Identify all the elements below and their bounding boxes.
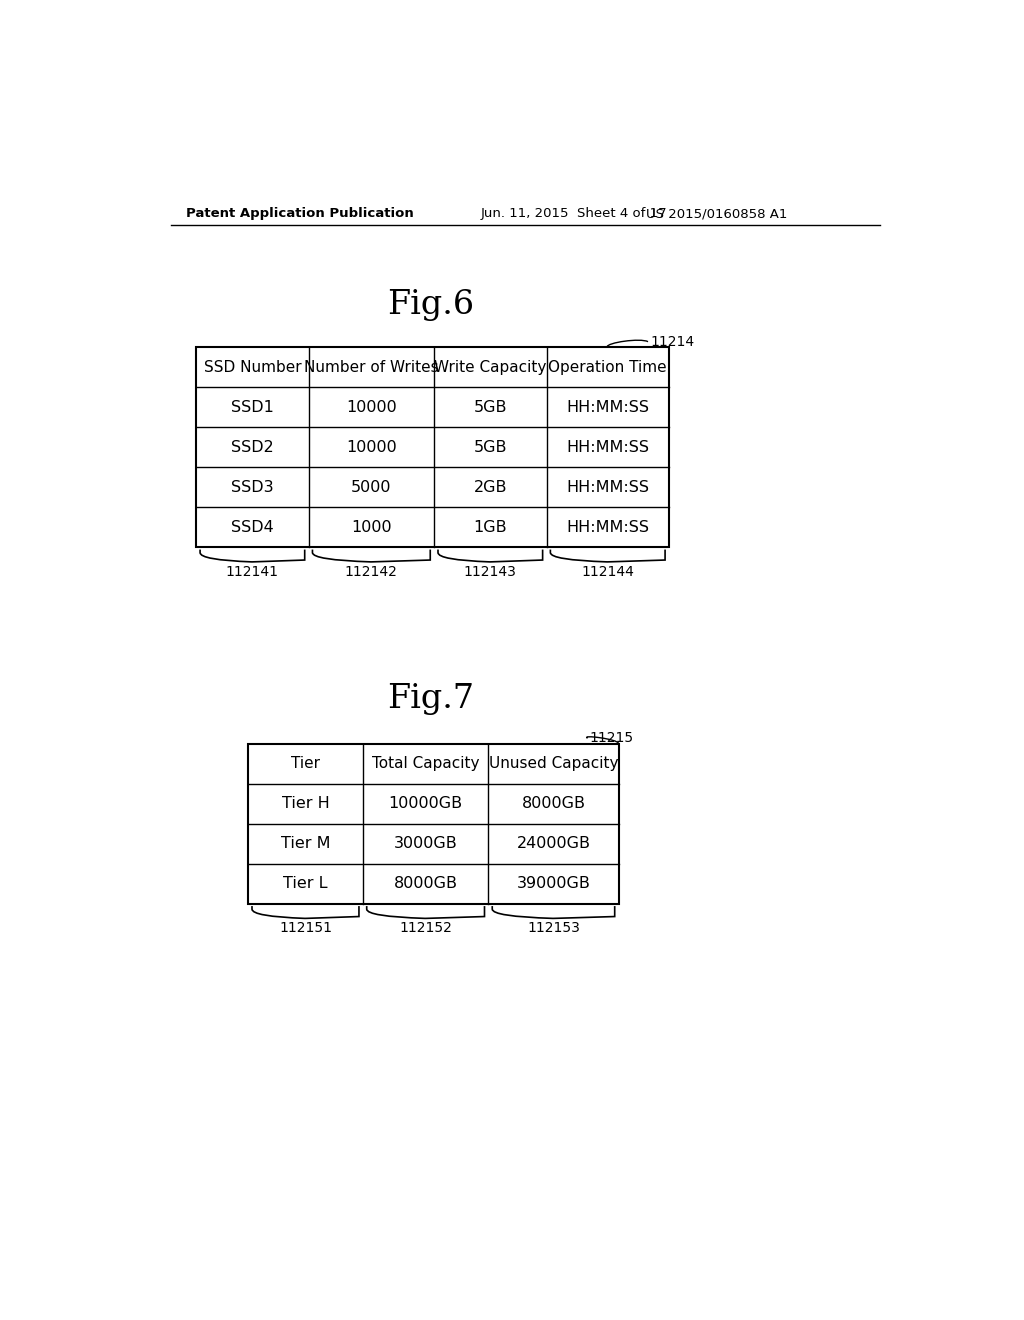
Text: 112151: 112151 <box>279 921 332 936</box>
Text: Jun. 11, 2015  Sheet 4 of 17: Jun. 11, 2015 Sheet 4 of 17 <box>480 207 668 220</box>
Bar <box>248 743 618 904</box>
Text: Number of Writes: Number of Writes <box>304 359 438 375</box>
Text: 8000GB: 8000GB <box>393 876 458 891</box>
Text: 112143: 112143 <box>464 565 517 579</box>
Text: SSD Number: SSD Number <box>204 359 301 375</box>
Text: 11214: 11214 <box>650 335 694 348</box>
Text: 112144: 112144 <box>582 565 634 579</box>
Text: SSD3: SSD3 <box>231 479 273 495</box>
Text: Tier M: Tier M <box>281 836 330 851</box>
Text: Unused Capacity: Unused Capacity <box>488 756 618 771</box>
Text: 5GB: 5GB <box>473 440 507 454</box>
Text: 112153: 112153 <box>527 921 580 936</box>
Text: Write Capacity: Write Capacity <box>434 359 547 375</box>
Text: 10000GB: 10000GB <box>388 796 463 812</box>
Text: 5GB: 5GB <box>473 400 507 414</box>
Text: 8000GB: 8000GB <box>521 796 586 812</box>
Text: HH:MM:SS: HH:MM:SS <box>566 479 649 495</box>
Text: 11215: 11215 <box>590 731 634 746</box>
Text: SSD1: SSD1 <box>231 400 273 414</box>
Text: Patent Application Publication: Patent Application Publication <box>186 207 414 220</box>
Text: SSD4: SSD4 <box>231 520 273 535</box>
Text: Tier L: Tier L <box>284 876 328 891</box>
Text: HH:MM:SS: HH:MM:SS <box>566 520 649 535</box>
Text: 112141: 112141 <box>226 565 279 579</box>
Text: Fig.7: Fig.7 <box>387 682 474 715</box>
Text: 112152: 112152 <box>399 921 452 936</box>
Text: 39000GB: 39000GB <box>516 876 591 891</box>
Text: Operation Time: Operation Time <box>549 359 667 375</box>
Text: 3000GB: 3000GB <box>393 836 458 851</box>
Bar <box>197 347 669 548</box>
Text: Fig.6: Fig.6 <box>387 289 474 321</box>
Text: SSD2: SSD2 <box>231 440 273 454</box>
Text: 10000: 10000 <box>346 440 396 454</box>
Text: HH:MM:SS: HH:MM:SS <box>566 440 649 454</box>
Text: 5000: 5000 <box>351 479 391 495</box>
Text: 1000: 1000 <box>351 520 391 535</box>
Text: HH:MM:SS: HH:MM:SS <box>566 400 649 414</box>
Text: US 2015/0160858 A1: US 2015/0160858 A1 <box>646 207 787 220</box>
Text: Tier H: Tier H <box>282 796 330 812</box>
Text: Total Capacity: Total Capacity <box>372 756 479 771</box>
Text: 2GB: 2GB <box>473 479 507 495</box>
Text: Tier: Tier <box>291 756 319 771</box>
Text: 112142: 112142 <box>345 565 397 579</box>
Text: 1GB: 1GB <box>473 520 507 535</box>
Text: 24000GB: 24000GB <box>516 836 591 851</box>
Text: 10000: 10000 <box>346 400 396 414</box>
